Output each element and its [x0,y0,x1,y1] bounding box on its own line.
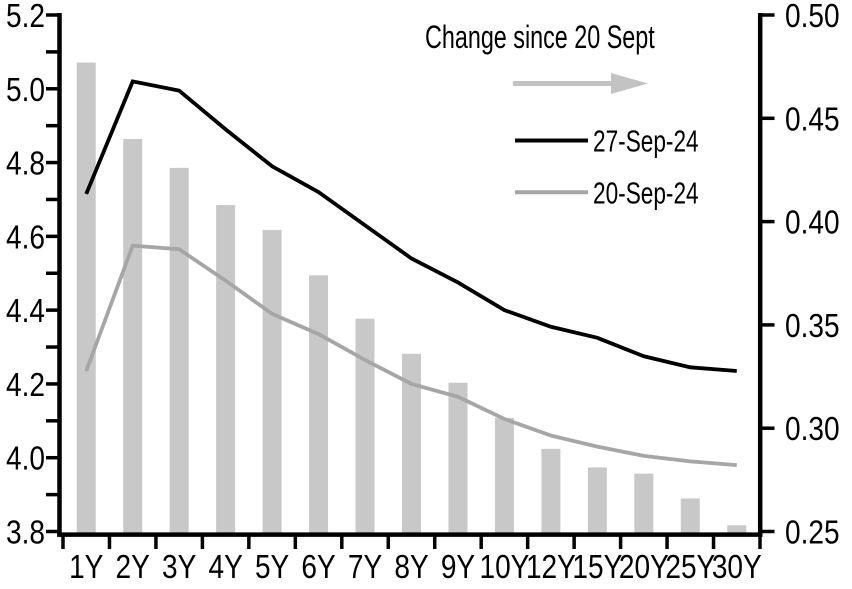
bar-12Y [541,448,561,533]
left-axis-tick-label: 4.2 [6,367,45,404]
left-axis-tick-label: 5.0 [6,72,45,109]
left-axis-tick-label: 4.4 [6,293,45,330]
x-axis-category-label: 15Y [572,549,622,586]
bar-9Y [448,382,468,533]
bar-25Y [680,498,700,533]
bar-7Y [355,318,375,533]
right-axis-tick-label: 0.50 [785,0,840,35]
x-axis-category-label: 7Y [348,549,382,586]
bar-1Y [76,62,96,533]
x-axis-category-label: 30Y [712,549,762,586]
bar-6Y [309,275,329,533]
bar-5Y [262,229,282,533]
bar-8Y [402,353,421,533]
right-axis-tick-label: 0.30 [785,411,840,448]
right-axis-tick-label: 0.35 [785,308,840,345]
x-axis-category-label: 4Y [208,549,242,586]
bar-10Y [494,417,514,533]
left-axis-tick-label: 3.8 [6,514,45,551]
arrow-stem [513,81,611,86]
bar-4Y [216,205,236,533]
x-axis-category-label: 25Y [665,549,715,586]
change-arrow-icon [513,73,648,94]
left-axis-tick-label: 5.2 [6,0,45,35]
x-axis-category-label: 1Y [69,549,103,586]
right-axis-tick-label: 0.25 [785,514,840,551]
x-axis-category-label: 20Y [619,549,669,586]
plot-area: 5.2 5.0 4.8 4.6 4.4 4.2 4.0 3.8 0.50 0.45 0.40 0.35… [6,0,840,586]
line-20-sep-24 [84,243,737,467]
left-axis-tick-label: 4.0 [6,441,45,478]
bar-15Y [587,467,607,533]
legend-label-20-sep: 20-Sep-24 [593,175,699,210]
right-axis-tick-label: 0.40 [785,205,840,242]
x-axis-category-label: 5Y [255,549,289,586]
legend-change-label: Change since 20 Sept [425,19,655,54]
x-axis-category-label: 12Y [526,549,576,586]
bar-30Y [727,525,747,533]
bar-2Y [123,138,143,533]
x-axis-category-label: 3Y [162,549,196,586]
left-axis-tick-label: 4.6 [6,219,45,256]
x-axis-category-label: 9Y [441,549,475,586]
line-27-sep-24 [84,79,737,373]
bar-20Y [634,473,654,533]
legend-label-27-sep: 27-Sep-24 [593,123,699,158]
right-axis-tick-label: 0.45 [785,101,840,138]
left-axis-tick-label: 4.8 [6,145,45,182]
x-axis-category-label: 2Y [116,549,150,586]
bar-3Y [169,167,189,533]
legend: Change since 20 Sept 27-Sep-24 20-Sep-24 [425,19,699,210]
arrow-head [611,73,648,94]
x-axis-category-label: 6Y [301,549,335,586]
x-axis-category-label: 8Y [394,549,428,586]
x-axis-category-label: 10Y [479,549,529,586]
